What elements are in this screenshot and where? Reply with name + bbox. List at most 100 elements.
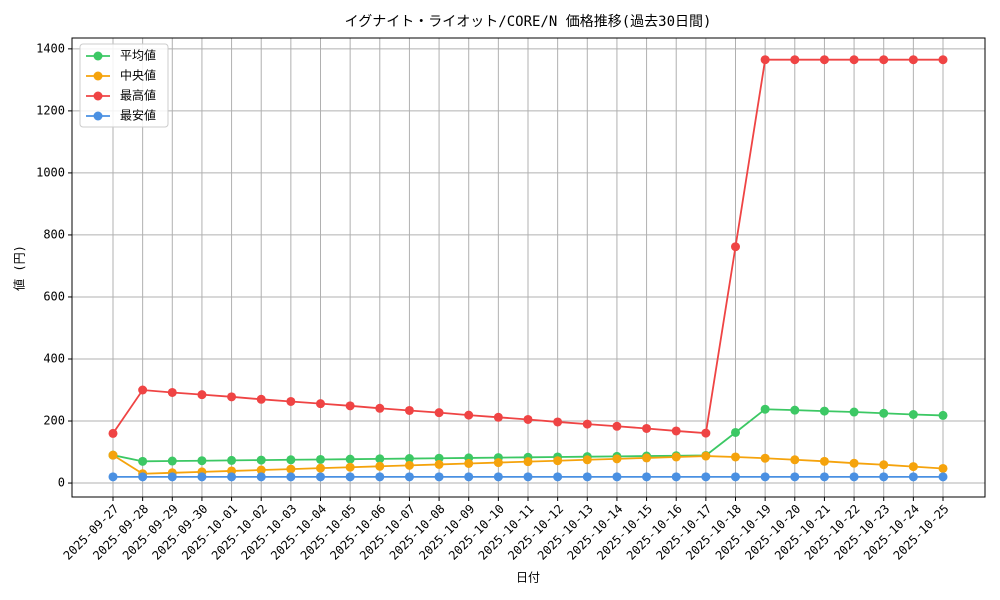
data-point	[849, 458, 859, 468]
data-point	[434, 408, 444, 418]
data-point	[582, 455, 592, 465]
data-point	[879, 55, 889, 65]
data-point	[938, 410, 948, 420]
y-tick-label: 1200	[36, 103, 65, 117]
data-point	[849, 55, 859, 65]
data-point	[375, 461, 385, 471]
data-point	[760, 55, 770, 65]
data-point	[938, 472, 948, 482]
data-point	[612, 454, 622, 464]
data-point	[493, 472, 503, 482]
legend-marker	[93, 111, 103, 121]
data-point	[345, 401, 355, 411]
data-point	[908, 472, 918, 482]
data-point	[404, 454, 414, 464]
data-point	[493, 458, 503, 468]
data-point	[760, 453, 770, 463]
data-point	[375, 454, 385, 464]
data-point	[256, 465, 266, 475]
data-point	[316, 463, 325, 473]
legend-box	[79, 43, 169, 128]
data-point	[256, 394, 266, 404]
x-axis-label: 日付	[516, 571, 540, 585]
data-point	[345, 454, 355, 464]
data-point	[197, 390, 207, 400]
data-point	[404, 460, 414, 470]
data-point	[701, 472, 711, 482]
data-point	[642, 472, 652, 482]
chart-title: イグナイト・ライオット/CORE/N 価格推移(過去30日間)	[345, 14, 712, 30]
data-point	[642, 453, 652, 463]
data-point	[227, 455, 237, 465]
data-point	[908, 462, 918, 472]
y-tick-label: 1000	[36, 165, 65, 179]
data-point	[731, 472, 740, 482]
data-point	[701, 428, 711, 438]
data-point	[819, 55, 829, 65]
legend-label: 最安値	[120, 108, 156, 123]
data-point	[879, 460, 889, 470]
y-tick-label: 1400	[36, 41, 65, 55]
data-point	[434, 472, 444, 482]
data-point	[612, 472, 622, 482]
plot-frame	[71, 37, 986, 498]
data-point	[849, 407, 859, 417]
data-point	[464, 410, 474, 420]
data-point	[138, 456, 148, 466]
data-point	[464, 472, 474, 482]
data-point	[790, 472, 800, 482]
data-point	[167, 456, 177, 466]
data-point	[316, 454, 325, 464]
data-point	[286, 472, 296, 482]
data-point	[790, 55, 800, 65]
data-point	[227, 472, 237, 482]
data-point	[908, 410, 918, 420]
data-point	[286, 396, 296, 406]
data-point	[434, 459, 444, 469]
data-point	[434, 453, 444, 463]
data-point	[345, 472, 355, 482]
data-point	[167, 472, 177, 482]
data-point	[701, 451, 711, 461]
data-point	[316, 472, 325, 482]
legend-marker	[93, 91, 103, 101]
y-tick-label: 600	[43, 289, 65, 303]
y-tick-label: 0	[58, 476, 65, 490]
data-point	[404, 405, 414, 415]
legend-label: 最高値	[120, 88, 156, 103]
data-point	[731, 242, 740, 252]
legend-label: 中央値	[120, 68, 156, 83]
data-point	[760, 404, 770, 414]
data-point	[731, 452, 740, 462]
data-point	[108, 472, 118, 482]
data-point	[286, 464, 296, 474]
data-point	[790, 405, 800, 415]
data-point	[138, 385, 148, 395]
data-point	[375, 403, 385, 413]
data-point	[553, 456, 563, 466]
data-point	[879, 408, 889, 418]
legend-marker	[93, 71, 103, 81]
data-point	[256, 472, 266, 482]
y-tick-label: 200	[43, 414, 65, 428]
data-point	[167, 387, 177, 397]
data-point	[819, 406, 829, 416]
data-point	[671, 426, 681, 436]
data-point	[938, 55, 948, 65]
data-point	[849, 472, 859, 482]
legend-label: 平均値	[120, 48, 156, 63]
data-point	[731, 427, 740, 437]
data-point	[108, 428, 118, 438]
data-point	[108, 450, 118, 460]
data-point	[642, 423, 652, 433]
legend-marker	[93, 51, 103, 61]
data-point	[286, 455, 296, 465]
data-point	[375, 472, 385, 482]
data-point	[790, 455, 800, 465]
data-point	[256, 455, 266, 465]
data-point	[404, 472, 414, 482]
y-tick-label: 800	[43, 227, 65, 241]
data-point	[671, 452, 681, 462]
data-point	[316, 399, 325, 409]
